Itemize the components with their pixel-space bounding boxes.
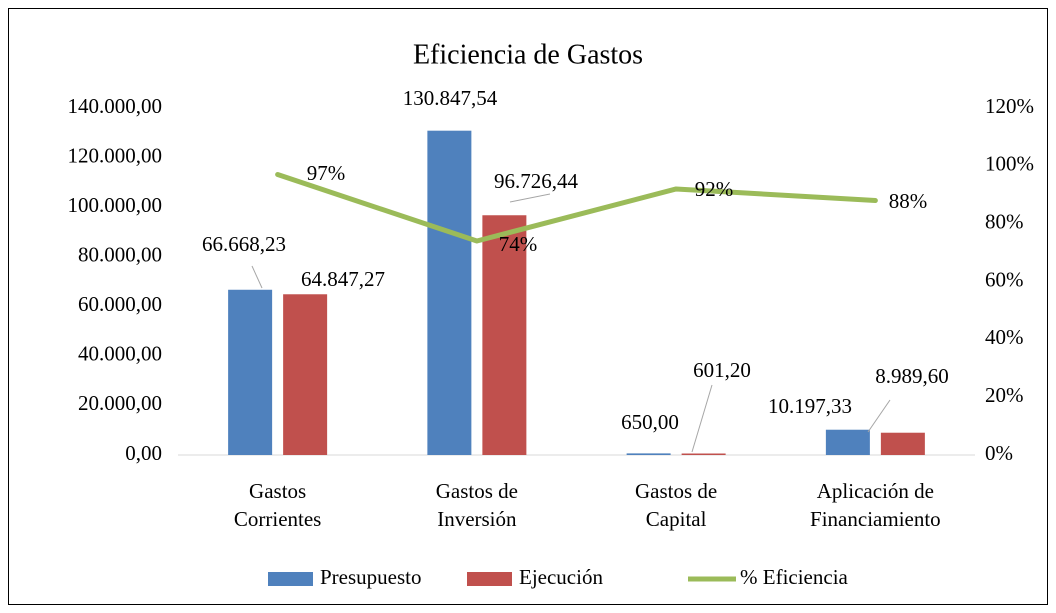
bar — [228, 289, 273, 455]
x-tick-label: Aplicación de — [817, 479, 934, 503]
x-tick-label: Inversión — [437, 507, 517, 531]
y-tick-label: 20.000,00 — [78, 391, 162, 415]
data-label: 97% — [307, 161, 346, 185]
leader-line — [251, 265, 263, 289]
bar — [626, 453, 671, 455]
x-tick-label: Gastos de — [635, 479, 717, 503]
legend-swatch — [467, 572, 512, 586]
legend-label: % Eficiencia — [740, 565, 849, 589]
y2-tick-label: 20% — [985, 383, 1024, 407]
y2-tick-label: 0% — [985, 441, 1013, 465]
data-label: 92% — [695, 177, 734, 201]
data-label: 650,00 — [621, 410, 679, 434]
data-label: 66.668,23 — [202, 232, 286, 256]
data-label: 130.847,54 — [403, 86, 498, 110]
leader-line — [509, 193, 551, 203]
y-tick-label: 140.000,00 — [68, 94, 163, 118]
data-label: 64.847,27 — [301, 267, 385, 291]
y2-tick-label: 120% — [985, 94, 1034, 118]
y2-tick-label: 100% — [985, 152, 1034, 176]
data-label: 601,20 — [693, 358, 751, 382]
line — [275, 172, 878, 244]
bar — [681, 453, 726, 455]
y-tick-label: 120.000,00 — [68, 143, 163, 167]
leader-line — [867, 399, 891, 433]
x-tick-label: Financiamiento — [810, 507, 941, 531]
y-tick-label: 60.000,00 — [78, 292, 162, 316]
x-tick-label: Corrientes — [234, 507, 321, 531]
x-tick-label: Gastos de — [436, 479, 518, 503]
legend-label: Presupuesto — [320, 565, 422, 589]
data-label: 10.197,33 — [768, 394, 852, 418]
y-tick-label: 100.000,00 — [68, 193, 163, 217]
data-label: 96.726,44 — [494, 169, 579, 193]
chart-border — [8, 8, 1048, 605]
y2-tick-label: 80% — [985, 209, 1024, 233]
bar — [283, 294, 328, 455]
bar — [825, 429, 870, 455]
bar — [880, 432, 925, 455]
chart-title: Eficiencia de Gastos — [413, 39, 643, 70]
legend-swatch — [268, 572, 313, 586]
data-label: 88% — [889, 189, 928, 213]
x-tick-label: Gastos — [249, 479, 306, 503]
bar — [427, 130, 472, 455]
y-tick-label: 0,00 — [125, 441, 162, 465]
leader-line — [691, 384, 713, 453]
x-tick-label: Capital — [646, 507, 707, 531]
data-label: 8.989,60 — [875, 364, 949, 388]
y2-tick-label: 40% — [985, 325, 1024, 349]
data-label: 74% — [499, 232, 538, 256]
legend-label: Ejecución — [519, 565, 603, 589]
y-tick-label: 40.000,00 — [78, 342, 162, 366]
y2-tick-label: 60% — [985, 267, 1024, 291]
bar — [482, 215, 527, 455]
y-tick-label: 80.000,00 — [78, 243, 162, 267]
